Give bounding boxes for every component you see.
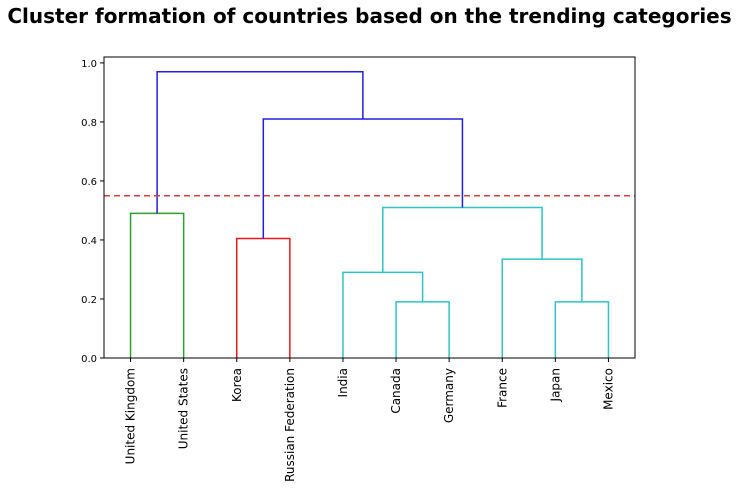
x-axis: United Kingdom United States Korea Russian … bbox=[124, 358, 615, 482]
y-tick-label: 1.0 bbox=[81, 59, 97, 70]
x-tick-label: Germany bbox=[442, 368, 456, 423]
x-tick-label: Korea bbox=[230, 368, 244, 402]
dendrogram-link-1 bbox=[236, 237, 291, 358]
y-tick-label: 0.6 bbox=[81, 177, 97, 188]
x-tick-label: India bbox=[336, 368, 350, 397]
dendrogram-link-4 bbox=[554, 301, 610, 358]
y-tick-label: 0.0 bbox=[81, 354, 97, 365]
dendrogram-link-6 bbox=[382, 206, 543, 273]
x-tick-label: Mexico bbox=[601, 368, 615, 410]
x-tick-label: Japan bbox=[548, 368, 562, 402]
dendrogram-link-0 bbox=[129, 212, 185, 358]
plot-area-frame bbox=[103, 56, 636, 359]
x-tick-label: Russian Federation bbox=[283, 368, 297, 482]
dendrogram-links bbox=[129, 71, 610, 358]
dendrogram-link-5 bbox=[501, 258, 583, 358]
x-tick-label: United States bbox=[177, 368, 191, 449]
x-tick-label: United Kingdom bbox=[124, 368, 138, 464]
dendrogram-link-2 bbox=[395, 301, 450, 358]
y-tick-label: 0.8 bbox=[81, 118, 97, 129]
y-tick-label: 0.2 bbox=[81, 295, 97, 306]
x-tick-label: Canada bbox=[389, 368, 403, 414]
chart-title: Cluster formation of countries based on … bbox=[7, 4, 732, 28]
y-axis: 0.0 0.2 0.4 0.6 0.8 1.0 bbox=[81, 59, 104, 365]
y-tick-label: 0.4 bbox=[81, 236, 97, 247]
dendrogram-link-8 bbox=[156, 71, 364, 214]
x-tick-label: France bbox=[495, 368, 509, 408]
dendrogram-link-3 bbox=[342, 271, 424, 358]
dendrogram-link-7 bbox=[262, 118, 464, 239]
